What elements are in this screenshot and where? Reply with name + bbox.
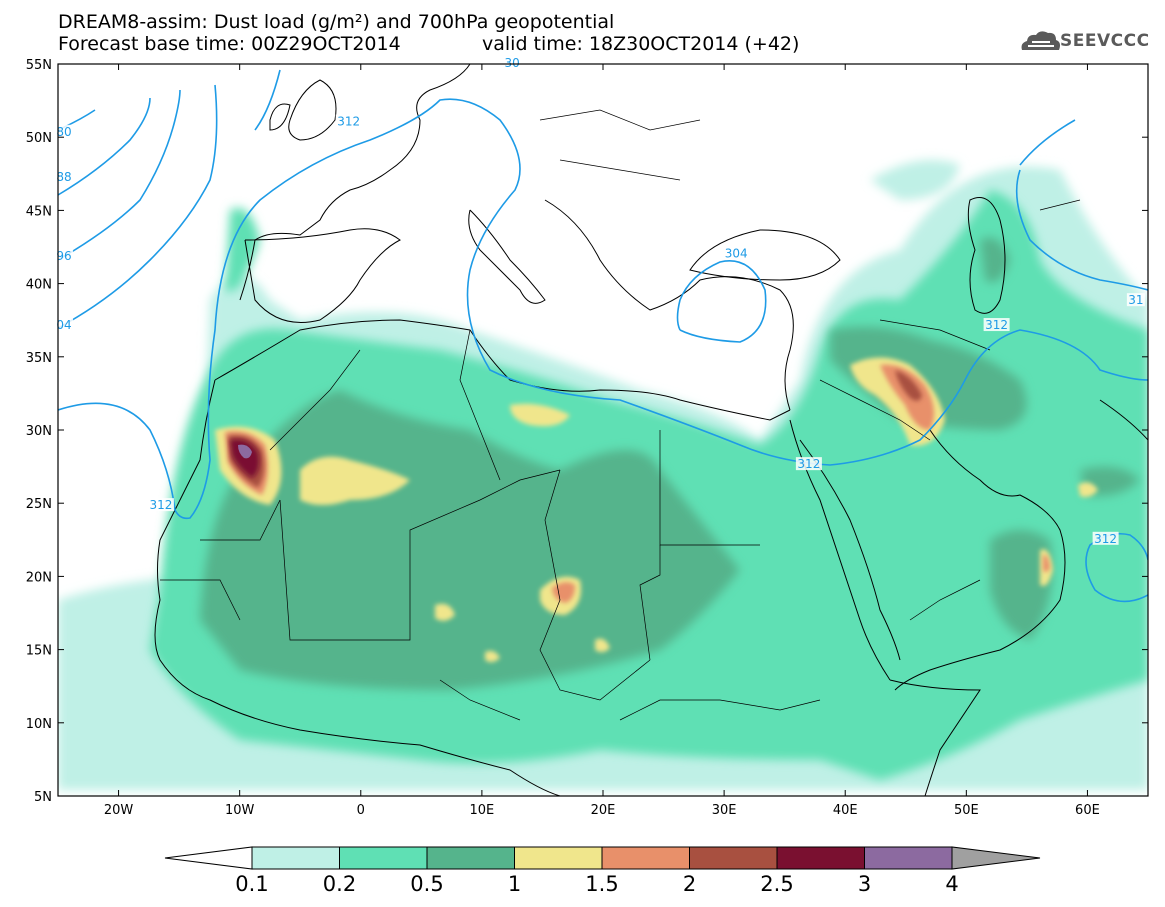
lon-tick-label: 30E bbox=[712, 803, 737, 818]
contour-labels: 312 80 88 96 04 304 312 31 312 312 312 30 bbox=[55, 56, 1145, 546]
contour-label: 30 bbox=[505, 56, 520, 70]
colorbar-segment bbox=[864, 846, 953, 870]
contour-label-bg bbox=[147, 498, 174, 512]
colorbar-label: 2 bbox=[683, 872, 696, 896]
lat-tick-label: 15N bbox=[26, 644, 52, 659]
colorbar-segment bbox=[514, 846, 603, 870]
colorbar-segment bbox=[601, 846, 690, 870]
lat-tick-label: 55N bbox=[26, 58, 52, 73]
colorbar-segment bbox=[689, 846, 778, 870]
contour-label: 04 bbox=[56, 318, 71, 332]
latitude-axis: 55N 50N 45N 40N 35N 30N 25N 20N 15N 10N 5N bbox=[26, 58, 1148, 805]
lat-tick-label: 20N bbox=[26, 570, 52, 585]
colorbar-over-triangle bbox=[951, 846, 1041, 870]
contour-label: 80 bbox=[56, 125, 71, 139]
lon-tick-label: 50E bbox=[954, 803, 979, 818]
valid-time: valid time: 18Z30OCT2014 (+42) bbox=[482, 33, 800, 55]
logo-text: SEEVCCC bbox=[1060, 31, 1150, 51]
lat-tick-label: 40N bbox=[26, 278, 52, 293]
colorbar-label: 2.5 bbox=[760, 872, 793, 896]
lat-tick-label: 35N bbox=[26, 351, 52, 366]
colorbar-segment bbox=[426, 846, 515, 870]
contour-label: 96 bbox=[56, 249, 71, 263]
lat-tick-label: 25N bbox=[26, 497, 52, 512]
contour-label-bg bbox=[503, 56, 522, 69]
colorbar-segment bbox=[339, 846, 428, 870]
colorbar-label: 3 bbox=[858, 872, 871, 896]
contour-label-bg bbox=[723, 246, 750, 260]
contour-label-bg bbox=[1092, 531, 1119, 545]
lon-tick-label: 0 bbox=[357, 803, 365, 818]
contour-label: 312 bbox=[337, 115, 360, 129]
dust-field bbox=[58, 160, 1148, 790]
contour-label: 304 bbox=[725, 246, 748, 260]
lon-tick-label: 60E bbox=[1075, 803, 1100, 818]
lat-tick-label: 10N bbox=[26, 717, 52, 732]
contour-label-bg bbox=[335, 114, 362, 128]
map-title: DREAM8-assim: Dust load (g/m²) and 700hP… bbox=[58, 11, 615, 33]
coastlines bbox=[154, 64, 1148, 796]
longitude-axis: 20W 10W 0 10E 20E 30E 40E 50E 60E bbox=[104, 64, 1100, 818]
political-borders bbox=[160, 109, 1081, 721]
contour-label-bg bbox=[55, 249, 74, 263]
lat-tick-label: 45N bbox=[26, 204, 52, 219]
colorbar-label: 1.5 bbox=[585, 872, 618, 896]
contour-label: 31 bbox=[1128, 293, 1143, 307]
lon-tick-label: 20W bbox=[104, 803, 134, 818]
colorbar-segment bbox=[776, 846, 865, 870]
contour-label-bg bbox=[55, 170, 74, 184]
colorbar-label: 4 bbox=[945, 872, 958, 896]
lon-tick-label: 10E bbox=[470, 803, 495, 818]
colorbar: 0.1 0.2 0.5 1 1.5 2 2.5 3 4 bbox=[164, 846, 1041, 896]
lon-tick-label: 10W bbox=[225, 803, 255, 818]
colorbar-label: 0.1 bbox=[235, 872, 268, 896]
contour-label-bg bbox=[1126, 293, 1145, 307]
colorbar-label: 0.2 bbox=[323, 872, 356, 896]
contour-label-bg bbox=[795, 457, 822, 471]
forecast-base-time: Forecast base time: 00Z29OCT2014 bbox=[58, 33, 401, 55]
colorbar-label: 0.5 bbox=[410, 872, 443, 896]
contour-label: 312 bbox=[985, 318, 1008, 332]
colorbar-segment bbox=[251, 846, 340, 870]
geopotential-contours bbox=[58, 69, 1148, 603]
lon-tick-label: 20E bbox=[591, 803, 616, 818]
contour-label-bg bbox=[55, 124, 74, 138]
lat-tick-label: 30N bbox=[26, 424, 52, 439]
contour-label: 312 bbox=[797, 457, 820, 471]
colorbar-label: 1 bbox=[508, 872, 521, 896]
cloud-icon bbox=[1021, 31, 1060, 50]
contour-label: 88 bbox=[56, 170, 71, 184]
lat-tick-label: 50N bbox=[26, 131, 52, 146]
contour-label: 312 bbox=[1094, 532, 1117, 546]
contour-label-bg bbox=[55, 318, 74, 332]
lon-tick-label: 40E bbox=[833, 803, 858, 818]
contour-label: 312 bbox=[149, 498, 172, 512]
contour-label-bg bbox=[983, 318, 1010, 332]
colorbar-under-triangle bbox=[164, 846, 253, 870]
lat-tick-label: 5N bbox=[34, 790, 52, 805]
